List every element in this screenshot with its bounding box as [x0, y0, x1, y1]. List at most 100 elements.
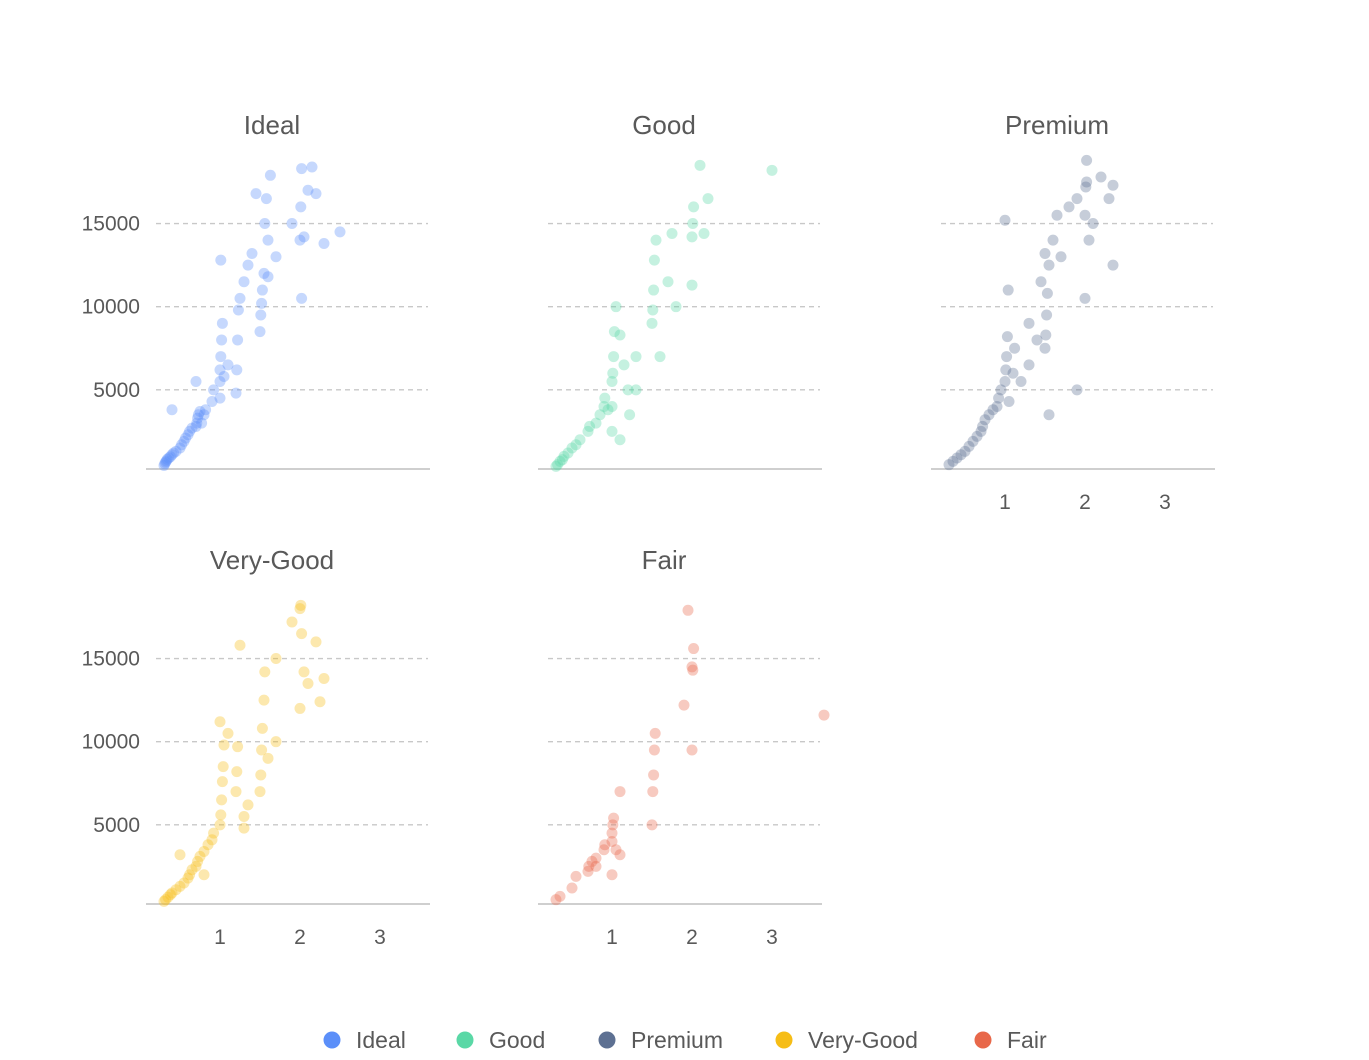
data-point[interactable]: [583, 860, 595, 872]
data-point[interactable]: [1003, 395, 1015, 407]
data-point[interactable]: [296, 628, 308, 640]
data-point[interactable]: [654, 351, 666, 363]
data-point[interactable]: [606, 835, 618, 847]
data-point[interactable]: [1071, 384, 1083, 396]
data-point[interactable]: [1007, 367, 1019, 379]
data-point[interactable]: [190, 376, 202, 388]
data-point[interactable]: [686, 661, 698, 673]
data-point[interactable]: [1083, 234, 1095, 246]
data-point[interactable]: [694, 159, 706, 171]
data-point[interactable]: [222, 727, 234, 739]
data-point[interactable]: [582, 425, 594, 437]
data-point[interactable]: [216, 334, 228, 346]
data-point[interactable]: [666, 228, 678, 240]
data-point[interactable]: [186, 422, 198, 434]
data-point[interactable]: [259, 218, 271, 230]
data-point[interactable]: [242, 259, 254, 271]
data-point[interactable]: [222, 359, 234, 371]
data-point[interactable]: [646, 819, 658, 831]
data-point[interactable]: [286, 218, 298, 230]
data-point[interactable]: [951, 452, 963, 464]
data-point[interactable]: [298, 231, 310, 243]
data-point[interactable]: [216, 794, 228, 806]
data-point[interactable]: [983, 409, 995, 421]
data-point[interactable]: [159, 458, 171, 470]
data-point[interactable]: [215, 809, 227, 821]
data-point[interactable]: [160, 894, 172, 906]
data-point[interactable]: [606, 400, 618, 412]
data-point[interactable]: [594, 409, 606, 421]
data-point[interactable]: [306, 161, 318, 173]
data-point[interactable]: [191, 417, 203, 429]
data-point[interactable]: [1015, 376, 1027, 388]
data-point[interactable]: [178, 435, 190, 447]
data-point[interactable]: [174, 442, 186, 454]
data-point[interactable]: [258, 267, 270, 279]
data-point[interactable]: [215, 351, 227, 363]
data-point[interactable]: [1103, 193, 1115, 205]
data-point[interactable]: [955, 449, 967, 461]
data-point[interactable]: [687, 664, 699, 676]
data-point[interactable]: [295, 201, 307, 213]
data-point[interactable]: [158, 460, 170, 472]
data-point[interactable]: [254, 326, 266, 338]
data-point[interactable]: [630, 351, 642, 363]
data-point[interactable]: [1087, 218, 1099, 230]
data-point[interactable]: [554, 455, 566, 467]
data-point[interactable]: [648, 254, 660, 266]
data-point[interactable]: [302, 677, 314, 689]
data-point[interactable]: [1043, 409, 1055, 421]
data-point[interactable]: [586, 855, 598, 867]
data-point[interactable]: [214, 392, 226, 404]
data-point[interactable]: [1051, 209, 1063, 221]
data-point[interactable]: [608, 812, 620, 824]
data-point[interactable]: [192, 412, 204, 424]
data-point[interactable]: [232, 304, 244, 316]
data-point[interactable]: [1063, 201, 1075, 213]
data-point[interactable]: [647, 304, 659, 316]
data-point[interactable]: [192, 409, 204, 421]
data-point[interactable]: [999, 214, 1011, 226]
data-point[interactable]: [647, 786, 659, 798]
data-point[interactable]: [214, 376, 226, 388]
data-point[interactable]: [1001, 331, 1013, 343]
data-point[interactable]: [648, 744, 660, 756]
data-point[interactable]: [1081, 154, 1093, 166]
data-point[interactable]: [599, 839, 611, 851]
data-point[interactable]: [232, 741, 244, 753]
data-point[interactable]: [206, 395, 218, 407]
data-point[interactable]: [1080, 181, 1092, 193]
data-point[interactable]: [200, 404, 212, 416]
data-point[interactable]: [182, 429, 194, 441]
data-point[interactable]: [260, 193, 272, 205]
data-point[interactable]: [702, 193, 714, 205]
data-point[interactable]: [999, 376, 1011, 388]
data-point[interactable]: [217, 761, 229, 773]
data-point[interactable]: [554, 890, 566, 902]
data-point[interactable]: [192, 855, 204, 867]
data-point[interactable]: [993, 392, 1005, 404]
data-point[interactable]: [160, 456, 172, 468]
data-point[interactable]: [161, 453, 173, 465]
data-point[interactable]: [270, 653, 282, 665]
data-point[interactable]: [216, 317, 228, 329]
data-point[interactable]: [310, 636, 322, 648]
data-point[interactable]: [160, 455, 172, 467]
data-point[interactable]: [630, 384, 642, 396]
data-point[interactable]: [238, 276, 250, 288]
data-point[interactable]: [208, 384, 220, 396]
data-point[interactable]: [598, 400, 610, 412]
data-point[interactable]: [618, 359, 630, 371]
data-point[interactable]: [1039, 342, 1051, 354]
data-point[interactable]: [688, 201, 700, 213]
data-point[interactable]: [1002, 284, 1014, 296]
data-point[interactable]: [234, 292, 246, 304]
data-point[interactable]: [1107, 179, 1119, 191]
data-point[interactable]: [186, 864, 198, 876]
data-point[interactable]: [686, 231, 698, 243]
data-point[interactable]: [1039, 247, 1051, 259]
data-point[interactable]: [214, 716, 226, 728]
legend-item-good[interactable]: Good: [456, 1027, 546, 1053]
data-point[interactable]: [215, 254, 227, 266]
data-point[interactable]: [242, 799, 254, 811]
